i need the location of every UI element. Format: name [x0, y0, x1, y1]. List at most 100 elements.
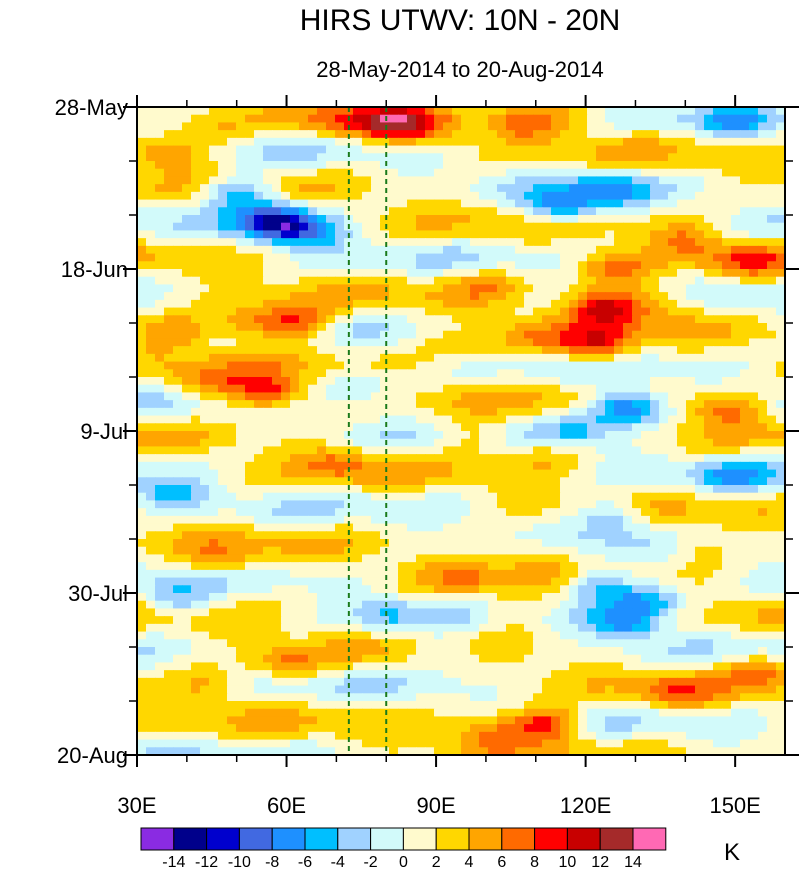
heatmap-cell	[776, 431, 785, 440]
heatmap-cell	[218, 461, 228, 471]
heatmap-cell	[722, 461, 732, 471]
heatmap-cell	[164, 616, 174, 625]
heatmap-cell	[155, 299, 165, 309]
heatmap-cell	[470, 377, 480, 386]
heatmap-cell	[731, 330, 741, 340]
heatmap-cell	[227, 477, 237, 486]
heatmap-cell	[740, 145, 750, 154]
heatmap-cell	[767, 562, 777, 571]
heatmap-cell	[542, 323, 552, 332]
heatmap-cell	[758, 153, 768, 162]
heatmap-cell	[245, 222, 255, 232]
heatmap-cell	[272, 276, 282, 286]
heatmap-cell	[677, 431, 687, 440]
heatmap-cell	[569, 384, 579, 394]
heatmap-cell	[452, 469, 462, 478]
heatmap-cell	[731, 492, 741, 502]
heatmap-cell	[326, 176, 336, 185]
heatmap-cell	[236, 431, 246, 440]
heatmap-cell	[209, 577, 219, 586]
heatmap-cell	[551, 346, 561, 355]
heatmap-cell	[578, 446, 588, 455]
heatmap-cell	[335, 415, 345, 424]
heatmap-cell	[344, 639, 354, 648]
heatmap-cell	[218, 384, 228, 394]
heatmap-cell	[254, 415, 264, 424]
heatmap-cell	[137, 531, 147, 540]
heatmap-cell	[659, 600, 669, 610]
heatmap-cell	[596, 608, 606, 617]
heatmap-cell	[578, 122, 588, 131]
heatmap-cell	[191, 608, 201, 617]
heatmap-cell	[542, 184, 552, 193]
heatmap-cell	[272, 346, 282, 355]
heatmap-cell	[191, 176, 201, 185]
heatmap-cell	[731, 400, 741, 409]
heatmap-cell	[200, 415, 210, 424]
heatmap-cell	[434, 238, 444, 247]
heatmap-cell	[164, 276, 174, 286]
heatmap-cell	[623, 384, 633, 394]
heatmap-cell	[389, 261, 399, 270]
heatmap-cell	[659, 145, 669, 154]
heatmap-cell	[479, 623, 489, 633]
heatmap-cell	[686, 215, 696, 224]
heatmap-cell	[173, 176, 183, 185]
heatmap-cell	[254, 585, 264, 594]
heatmap-cell	[209, 523, 219, 532]
heatmap-cell	[353, 500, 363, 509]
heatmap-cell	[317, 454, 327, 463]
heatmap-cell	[632, 384, 642, 394]
heatmap-cell	[137, 222, 147, 232]
heatmap-cell	[623, 407, 633, 417]
heatmap-cell	[542, 292, 552, 301]
heatmap-cell	[506, 199, 516, 208]
heatmap-cell	[236, 161, 246, 170]
heatmap-cell	[263, 384, 273, 394]
heatmap-cell	[434, 523, 444, 532]
heatmap-cell	[677, 122, 687, 131]
heatmap-cell	[695, 377, 705, 386]
heatmap-cell	[677, 562, 687, 571]
heatmap-cell	[695, 307, 705, 316]
heatmap-cell	[668, 107, 678, 116]
heatmap-cell	[722, 176, 732, 185]
heatmap-cell	[569, 207, 579, 216]
heatmap-cell	[740, 130, 750, 139]
heatmap-cell	[596, 184, 606, 193]
heatmap-cell	[506, 238, 516, 247]
heatmap-cell	[506, 161, 516, 170]
heatmap-cell	[686, 369, 696, 378]
heatmap-cell	[398, 384, 408, 394]
heatmap-cell	[614, 323, 624, 332]
heatmap-cell	[569, 137, 579, 147]
heatmap-cell	[749, 539, 759, 548]
heatmap-cell	[632, 523, 642, 532]
heatmap-cell	[191, 585, 201, 594]
heatmap-cell	[569, 546, 579, 556]
heatmap-cell	[587, 207, 597, 216]
heatmap-cell	[560, 130, 570, 139]
heatmap-cell	[434, 315, 444, 324]
heatmap-cell	[596, 423, 606, 432]
heatmap-cell	[434, 407, 444, 417]
heatmap-cell	[155, 346, 165, 355]
heatmap-cell	[299, 168, 309, 178]
heatmap-cell	[299, 145, 309, 154]
heatmap-cell	[182, 593, 192, 602]
heatmap-cell	[740, 315, 750, 324]
heatmap-cell	[506, 176, 516, 185]
heatmap-cell	[704, 361, 714, 370]
heatmap-cell	[137, 593, 147, 602]
heatmap-cell	[164, 569, 174, 579]
heatmap-cell	[596, 122, 606, 131]
heatmap-cell	[272, 269, 282, 278]
heatmap-cell	[479, 500, 489, 509]
heatmap-cell	[290, 222, 300, 232]
heatmap-cell	[542, 438, 552, 448]
heatmap-cell	[164, 184, 174, 193]
heatmap-cell	[488, 346, 498, 355]
heatmap-cell	[668, 114, 678, 124]
heatmap-cell	[182, 639, 192, 648]
heatmap-cell	[299, 353, 309, 363]
